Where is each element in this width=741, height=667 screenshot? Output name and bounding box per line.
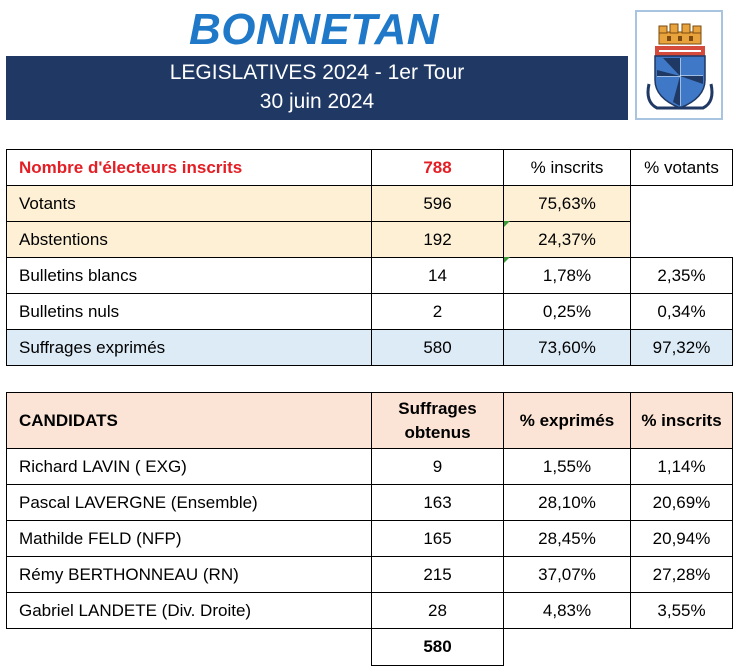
row-pct-inscrits: 0,25% (503, 293, 631, 330)
candidate-row: Rémy BERTHONNEAU (RN) 215 37,07% 27,28% (6, 556, 733, 593)
col-suffrages-line2: obtenus (404, 422, 471, 442)
candidate-pct-inscrits: 27,28% (630, 556, 733, 593)
row-value: 192 (371, 221, 504, 258)
row-pct-votants: 2,35% (630, 257, 733, 294)
candidate-pct-exprimes: 28,10% (503, 484, 631, 521)
row-pct-votants: 0,34% (630, 293, 733, 330)
blancs-row: Bulletins blancs 14 1,78% 2,35% (6, 257, 733, 294)
election-name: LEGISLATIVES 2024 - 1er Tour (169, 61, 465, 84)
candidate-name: Gabriel LANDETE (Div. Droite) (6, 592, 372, 629)
candidate-pct-inscrits: 3,55% (630, 592, 733, 629)
total-row: 580 (6, 628, 733, 666)
inscrits-row: Nombre d'électeurs inscrits 788 % inscri… (6, 149, 733, 186)
row-label: Bulletins blancs (6, 257, 372, 294)
election-banner: LEGISLATIVES 2024 - 1er Tour 30 juin 202… (6, 56, 628, 120)
inscrits-value: 788 (371, 149, 504, 186)
coat-of-arms-icon (646, 23, 714, 110)
candidate-pct-exprimes: 37,07% (503, 556, 631, 593)
row-label: Bulletins nuls (6, 293, 372, 330)
candidate-votes: 28 (371, 592, 504, 629)
candidate-pct-inscrits: 20,69% (630, 484, 733, 521)
col-pct-inscrits: % inscrits (503, 149, 631, 186)
row-pct-votants: 97,32% (630, 329, 733, 366)
total-votes: 580 (371, 628, 504, 666)
row-value: 2 (371, 293, 504, 330)
nuls-row: Bulletins nuls 2 0,25% 0,34% (6, 293, 733, 330)
row-pct-inscrits: 75,63% (503, 185, 631, 222)
row-value: 14 (371, 257, 504, 294)
candidate-name: Rémy BERTHONNEAU (RN) (6, 556, 372, 593)
candidate-pct-exprimes: 1,55% (503, 448, 631, 485)
row-value: 596 (371, 185, 504, 222)
candidate-name: Richard LAVIN ( EXG) (6, 448, 372, 485)
candidate-pct-inscrits: 1,14% (630, 448, 733, 485)
cell-comment-marker (504, 221, 510, 227)
exprimes-row: Suffrages exprimés 580 73,60% 97,32% (6, 329, 733, 366)
candidate-row: Mathilde FELD (NFP) 165 28,45% 20,94% (6, 520, 733, 557)
candidate-votes: 215 (371, 556, 504, 593)
col-suffrages-line1: Suffrages (398, 398, 477, 418)
candidate-pct-exprimes: 28,45% (503, 520, 631, 557)
col-pct-exprimes: % exprimés (503, 392, 631, 449)
row-label: Suffrages exprimés (6, 329, 372, 366)
candidate-name: Pascal LAVERGNE (Ensemble) (6, 484, 372, 521)
row-pct-votants-empty (631, 186, 733, 258)
cell-comment-marker (504, 257, 510, 263)
total-spacer (6, 628, 372, 666)
row-value: 580 (371, 329, 504, 366)
election-date: 30 juin 2024 (259, 90, 375, 113)
candidates-table: CANDIDATS Suffrages obtenus % exprimés %… (6, 392, 733, 666)
votants-row: Votants 596 75,63% (6, 185, 733, 222)
col-pct-votants: % votants (630, 149, 733, 186)
crest-frame (635, 10, 723, 120)
candidate-name: Mathilde FELD (NFP) (6, 520, 372, 557)
candidate-pct-exprimes: 4,83% (503, 592, 631, 629)
total-spacer (630, 628, 733, 666)
candidates-header-row: CANDIDATS Suffrages obtenus % exprimés %… (6, 392, 733, 449)
candidate-votes: 163 (371, 484, 504, 521)
summary-table: Nombre d'électeurs inscrits 788 % inscri… (6, 149, 733, 366)
col-candidats: CANDIDATS (6, 392, 372, 449)
row-pct-inscrits: 73,60% (503, 329, 631, 366)
candidate-votes: 165 (371, 520, 504, 557)
candidate-pct-inscrits: 20,94% (630, 520, 733, 557)
candidate-row: Richard LAVIN ( EXG) 9 1,55% 1,14% (6, 448, 733, 485)
total-spacer (503, 628, 631, 666)
col-suffrages: Suffrages obtenus (371, 392, 504, 449)
col-pct-inscrits: % inscrits (630, 392, 733, 449)
candidate-row: Pascal LAVERGNE (Ensemble) 163 28,10% 20… (6, 484, 733, 521)
candidate-votes: 9 (371, 448, 504, 485)
candidate-row: Gabriel LANDETE (Div. Droite) 28 4,83% 3… (6, 592, 733, 629)
inscrits-label: Nombre d'électeurs inscrits (6, 149, 372, 186)
row-label: Votants (6, 185, 372, 222)
abstentions-row: Abstentions 192 24,37% (6, 221, 733, 258)
row-pct-inscrits: 24,37% (503, 221, 631, 258)
commune-title: BONNETAN (188, 5, 440, 54)
row-pct-inscrits: 1,78% (503, 257, 631, 294)
row-label: Abstentions (6, 221, 372, 258)
